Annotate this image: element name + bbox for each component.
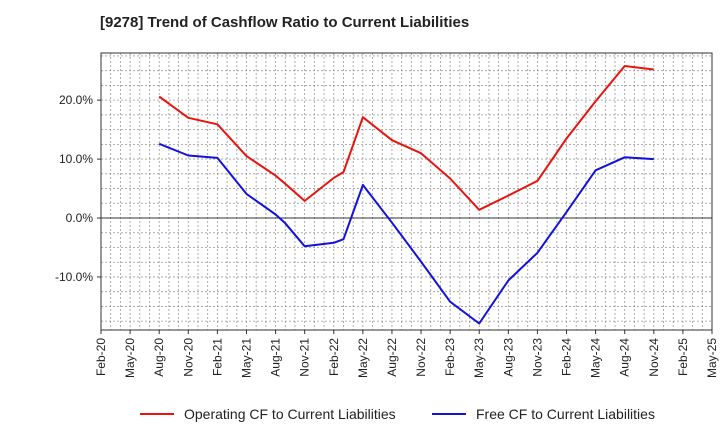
x-tick-label: Feb-21	[210, 338, 224, 376]
series-layer	[158, 65, 654, 325]
x-tick-label: Aug-22	[385, 338, 399, 377]
x-axis-ticks: Feb-20 May-20 Aug-20 Nov-20 Feb-21 May-21 Aug-…	[94, 330, 719, 378]
legend-swatch-blue-line	[432, 413, 466, 415]
y-axis-ticks: -10.0% 0.0% 10.0% 20.0%	[55, 93, 101, 284]
legend-item-operating-cf: Operating CF to Current Liabilities	[140, 404, 396, 424]
x-tick-label: Aug-21	[269, 338, 283, 377]
x-tick-label: May-24	[589, 338, 603, 378]
plot-frame	[100, 52, 713, 331]
x-tick-label: Nov-24	[647, 338, 661, 377]
x-tick-label: Nov-20	[181, 338, 195, 377]
x-tick-label: May-20	[123, 338, 137, 378]
x-tick-label: Aug-24	[618, 338, 632, 377]
chart-title: [9278] Trend of Cashflow Ratio to Curren…	[100, 14, 470, 31]
x-tick-label: Feb-22	[327, 338, 341, 376]
x-tick-label: May-23	[472, 338, 486, 378]
horizontal-gridlines	[101, 55, 712, 322]
y-tick-label: -10.0%	[55, 270, 93, 284]
x-tick-label: Nov-22	[414, 338, 428, 377]
series-line-operating-cf	[158, 65, 654, 211]
y-tick-label: 0.0%	[66, 211, 94, 225]
x-tick-label: May-22	[356, 338, 370, 378]
plot-background	[101, 53, 712, 330]
x-tick-label: Nov-21	[298, 338, 312, 377]
legend-item-free-cf: Free CF to Current Liabilities	[432, 404, 655, 424]
y-tick-label: 20.0%	[59, 93, 93, 107]
x-tick-label: May-25	[705, 338, 719, 378]
x-tick-label: Feb-25	[676, 338, 690, 376]
x-tick-label: Aug-23	[501, 338, 515, 377]
x-tick-label: May-21	[239, 338, 253, 378]
series-line-free-cf	[158, 142, 654, 325]
legend-label: Free CF to Current Liabilities	[476, 406, 655, 422]
x-tick-label: Nov-23	[530, 338, 544, 377]
y-tick-label: 10.0%	[59, 152, 93, 166]
x-tick-label: Feb-24	[560, 338, 574, 376]
legend-swatch-red-line	[140, 413, 174, 415]
x-tick-label: Feb-20	[94, 338, 108, 376]
legend-label: Operating CF to Current Liabilities	[184, 406, 396, 422]
x-tick-label: Feb-23	[443, 338, 457, 376]
x-tick-label: Aug-20	[152, 338, 166, 377]
